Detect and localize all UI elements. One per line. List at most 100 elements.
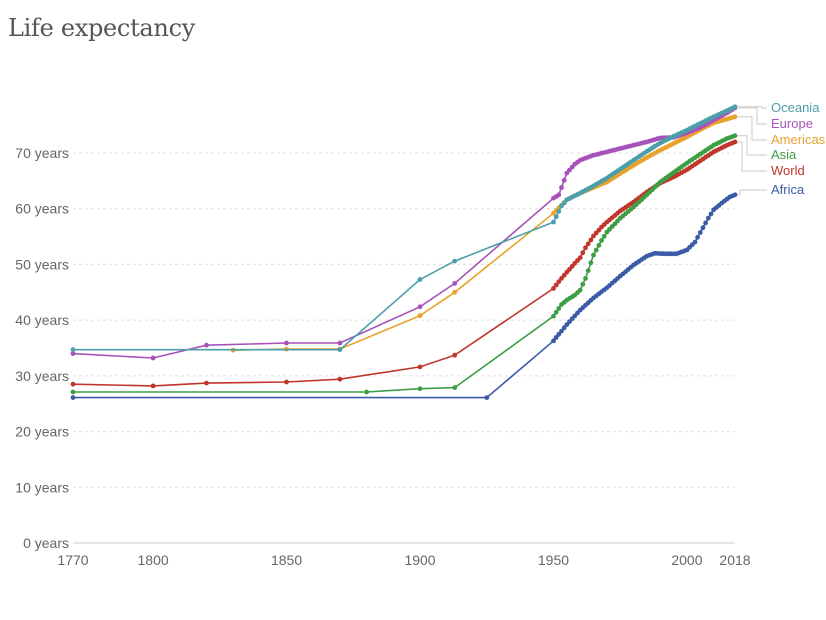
data-point[interactable] bbox=[585, 268, 591, 273]
legend-label-oceania[interactable]: Oceania bbox=[771, 100, 820, 115]
data-point[interactable] bbox=[551, 338, 556, 344]
data-point[interactable] bbox=[417, 386, 423, 392]
data-point[interactable] bbox=[417, 304, 423, 310]
data-point[interactable] bbox=[337, 340, 343, 346]
legend-connector bbox=[738, 116, 767, 141]
series-line[interactable] bbox=[73, 194, 736, 399]
y-tick-label: 20 years bbox=[15, 424, 69, 440]
data-point[interactable] bbox=[70, 395, 76, 400]
legend-connector bbox=[738, 106, 767, 109]
data-point[interactable] bbox=[417, 313, 423, 319]
y-tick-label: 30 years bbox=[15, 368, 69, 384]
data-point[interactable] bbox=[551, 313, 556, 319]
data-point[interactable] bbox=[580, 281, 586, 287]
data-point[interactable] bbox=[559, 328, 564, 334]
data-point[interactable] bbox=[556, 279, 562, 285]
data-point[interactable] bbox=[337, 347, 343, 353]
data-point[interactable] bbox=[591, 252, 596, 258]
data-point[interactable] bbox=[337, 376, 343, 382]
series-americas[interactable] bbox=[230, 114, 738, 353]
data-point[interactable] bbox=[452, 385, 458, 390]
legend-label-world[interactable]: World bbox=[771, 163, 805, 178]
data-point[interactable] bbox=[692, 239, 698, 245]
series-world[interactable] bbox=[70, 139, 738, 389]
data-point[interactable] bbox=[732, 114, 738, 120]
data-point[interactable] bbox=[559, 185, 564, 190]
data-point[interactable] bbox=[556, 331, 562, 337]
data-point[interactable] bbox=[452, 281, 458, 286]
data-point[interactable] bbox=[705, 215, 711, 221]
data-point[interactable] bbox=[452, 352, 458, 358]
data-point[interactable] bbox=[596, 242, 602, 248]
y-tick-label: 0 years bbox=[23, 535, 69, 551]
legend-label-asia[interactable]: Asia bbox=[771, 147, 797, 162]
data-point[interactable] bbox=[150, 355, 156, 361]
data-point[interactable] bbox=[484, 395, 490, 400]
data-point[interactable] bbox=[553, 309, 559, 315]
data-point[interactable] bbox=[588, 237, 594, 243]
x-tick-label: 1850 bbox=[271, 552, 302, 568]
data-point[interactable] bbox=[204, 342, 209, 348]
data-point[interactable] bbox=[561, 325, 567, 331]
data-point[interactable] bbox=[70, 389, 76, 395]
data-point[interactable] bbox=[577, 255, 583, 261]
y-tick-label: 40 years bbox=[15, 312, 69, 328]
data-point[interactable] bbox=[732, 133, 738, 139]
data-point[interactable] bbox=[556, 306, 562, 311]
data-point[interactable] bbox=[732, 192, 738, 198]
data-point[interactable] bbox=[284, 379, 289, 385]
legend-label-americas[interactable]: Americas bbox=[771, 132, 826, 147]
data-point[interactable] bbox=[703, 220, 708, 226]
gridlines bbox=[73, 152, 735, 544]
legend-label-africa[interactable]: Africa bbox=[771, 182, 805, 197]
data-point[interactable] bbox=[556, 208, 562, 214]
data-point[interactable] bbox=[708, 211, 714, 217]
series-asia[interactable] bbox=[70, 133, 738, 395]
data-point[interactable] bbox=[70, 347, 76, 353]
data-point[interactable] bbox=[556, 192, 562, 198]
data-point[interactable] bbox=[700, 225, 706, 231]
data-point[interactable] bbox=[593, 247, 599, 253]
data-point[interactable] bbox=[599, 238, 604, 243]
data-point[interactable] bbox=[150, 383, 156, 389]
data-point[interactable] bbox=[585, 241, 591, 247]
x-tick-label: 1800 bbox=[138, 552, 169, 568]
x-tick-label: 1770 bbox=[57, 552, 88, 568]
data-point[interactable] bbox=[561, 177, 567, 183]
data-point[interactable] bbox=[553, 214, 559, 220]
data-point[interactable] bbox=[553, 335, 559, 340]
legend-connector bbox=[738, 189, 767, 196]
data-point[interactable] bbox=[364, 389, 369, 395]
series-africa[interactable] bbox=[70, 192, 738, 400]
data-point[interactable] bbox=[284, 340, 289, 346]
x-tick-label: 1900 bbox=[404, 552, 435, 568]
data-point[interactable] bbox=[732, 104, 738, 110]
data-point[interactable] bbox=[553, 282, 559, 288]
data-point[interactable] bbox=[70, 351, 76, 356]
data-point[interactable] bbox=[551, 286, 556, 291]
data-point[interactable] bbox=[417, 364, 423, 370]
data-point[interactable] bbox=[588, 260, 594, 266]
data-point[interactable] bbox=[583, 276, 588, 281]
legend-connector bbox=[738, 135, 767, 156]
data-point[interactable] bbox=[417, 277, 423, 282]
series-oceania[interactable] bbox=[70, 104, 738, 353]
data-point[interactable] bbox=[695, 234, 700, 240]
x-tick-label: 2018 bbox=[719, 552, 750, 568]
legend-label-europe[interactable]: Europe bbox=[771, 116, 813, 131]
data-point[interactable] bbox=[551, 219, 556, 225]
data-point[interactable] bbox=[732, 139, 738, 145]
y-tick-label: 50 years bbox=[15, 256, 69, 272]
data-point[interactable] bbox=[452, 289, 458, 295]
data-point[interactable] bbox=[70, 381, 76, 387]
data-point[interactable] bbox=[580, 250, 586, 256]
data-point[interactable] bbox=[452, 258, 458, 264]
data-point[interactable] bbox=[697, 230, 703, 235]
data-point[interactable] bbox=[577, 287, 583, 293]
data-point[interactable] bbox=[601, 233, 607, 239]
data-point[interactable] bbox=[204, 380, 209, 386]
legend-connector bbox=[738, 107, 767, 125]
data-point[interactable] bbox=[559, 276, 564, 281]
data-point[interactable] bbox=[583, 245, 588, 251]
